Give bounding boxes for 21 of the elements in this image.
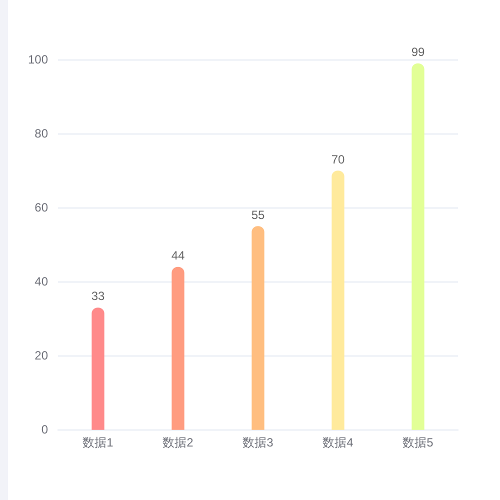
data-label: 99 bbox=[411, 45, 425, 60]
y-tick-label: 40 bbox=[34, 274, 48, 288]
data-label: 70 bbox=[331, 152, 345, 166]
x-tick-label: 数据3 bbox=[242, 436, 274, 450]
x-tick-label: 数据1 bbox=[82, 436, 114, 450]
y-tick-label: 80 bbox=[34, 126, 48, 140]
y-tick-label: 60 bbox=[34, 200, 48, 214]
bar bbox=[172, 266, 184, 430]
y-tick-label: 20 bbox=[34, 348, 48, 362]
x-tick-label: 数据2 bbox=[162, 436, 194, 450]
data-label: 44 bbox=[171, 248, 185, 263]
bar bbox=[332, 170, 344, 430]
data-label: 33 bbox=[91, 289, 105, 304]
bar bbox=[92, 308, 104, 430]
y-tick-label: 0 bbox=[41, 422, 48, 436]
x-tick-label: 数据4 bbox=[322, 436, 354, 450]
y-tick-label: 100 bbox=[28, 52, 48, 66]
bar bbox=[252, 226, 264, 430]
x-tick-label: 数据5 bbox=[402, 436, 434, 450]
data-label: 55 bbox=[251, 208, 265, 222]
bar bbox=[412, 63, 424, 430]
